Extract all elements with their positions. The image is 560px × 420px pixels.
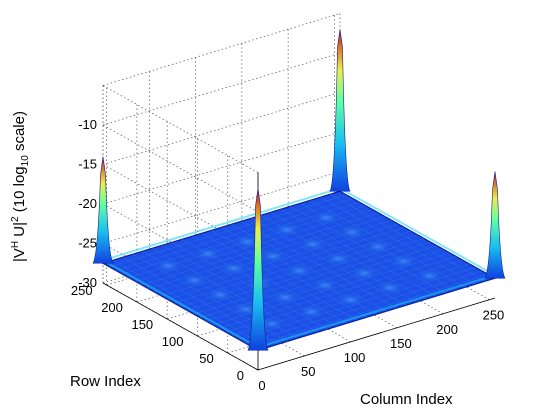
wall-gridline <box>102 164 259 252</box>
z-tick-label: -25 <box>78 236 97 251</box>
y-tick-label: 0 <box>237 368 244 383</box>
box-edge <box>102 13 341 86</box>
y-tick-label: 50 <box>199 351 213 366</box>
surface-spot <box>376 280 405 295</box>
wall-gridline <box>102 52 341 126</box>
surface-spot <box>350 266 379 281</box>
y-tick-label: 150 <box>131 317 153 332</box>
corner-peak <box>329 29 351 192</box>
z-tick-label: -10 <box>78 117 97 132</box>
x-tick-label: 100 <box>344 350 366 365</box>
x-tick-label: 0 <box>258 378 265 393</box>
surface-spot <box>338 225 367 240</box>
z-tick-label: -30 <box>78 275 97 290</box>
corner-peaks <box>92 29 506 351</box>
surface-spot <box>285 263 313 278</box>
z-label-sub: 10 <box>20 155 31 167</box>
surface-spot <box>259 249 288 264</box>
surface-spot <box>272 222 301 237</box>
wall-gridline <box>102 131 341 205</box>
box-edge <box>102 85 259 173</box>
z-label-sup: 2 <box>10 216 21 222</box>
surface-spot <box>310 278 339 293</box>
surface-spot <box>364 239 392 254</box>
surface-spot <box>297 304 326 319</box>
x-tick-label: 50 <box>301 364 315 379</box>
surface-edge-ridge <box>102 187 341 262</box>
z-label-sup: H <box>10 241 21 248</box>
z-tick-label: -20 <box>78 196 97 211</box>
z-axis-label: |VH U|2 (10 log10 scale) <box>10 111 31 262</box>
surface-spot <box>180 273 209 288</box>
surface-spot <box>298 237 327 252</box>
x-tick-label: 150 <box>390 336 412 351</box>
surface-mesh <box>115 198 354 271</box>
data-floor <box>101 187 497 351</box>
surface-mesh <box>109 194 347 268</box>
surface-mesh <box>329 193 486 282</box>
wall-gridline <box>102 171 341 244</box>
surface-spot <box>324 251 353 266</box>
surface-spot <box>415 268 444 283</box>
surface-spot <box>193 246 222 261</box>
wall-gridline <box>102 124 259 213</box>
wall-gridline <box>102 92 341 165</box>
z-label-part: U| <box>11 222 28 241</box>
surface-edge-ridge <box>102 259 259 349</box>
x-axis-line <box>257 297 496 371</box>
tick-labels: 050100150200250050100150200250-30-25-20-… <box>71 117 504 393</box>
x-tick-label: 200 <box>436 322 458 337</box>
x-tick-label: 250 <box>483 308 505 323</box>
z-tick-label: -15 <box>78 157 97 172</box>
surface-mesh <box>320 196 476 285</box>
surface-spot <box>219 261 248 276</box>
surface-spot <box>154 258 183 273</box>
z-label-part: scale) <box>11 111 28 155</box>
surface-spot <box>233 234 262 249</box>
corner-peak <box>247 188 269 351</box>
surface-edge-ridge <box>339 187 496 277</box>
surface-spot <box>312 210 341 225</box>
surface-spot <box>206 287 234 302</box>
corner-peak <box>92 156 114 264</box>
y-axis-line <box>102 282 259 371</box>
corner-peak <box>484 171 506 279</box>
surface-spot <box>389 254 418 269</box>
x-axis-label: Column Index <box>360 391 453 408</box>
z-label-part: (10 log <box>11 166 28 216</box>
surface-edge-ridge <box>257 274 496 349</box>
surface-spot <box>271 290 300 305</box>
y-tick-label: 250 <box>71 283 93 298</box>
z-label-part: |V <box>11 248 28 262</box>
y-tick-label: 200 <box>101 300 123 315</box>
surface-spot <box>336 292 365 307</box>
y-axis-label: Row Index <box>70 373 141 390</box>
y-tick-label: 100 <box>162 334 184 349</box>
